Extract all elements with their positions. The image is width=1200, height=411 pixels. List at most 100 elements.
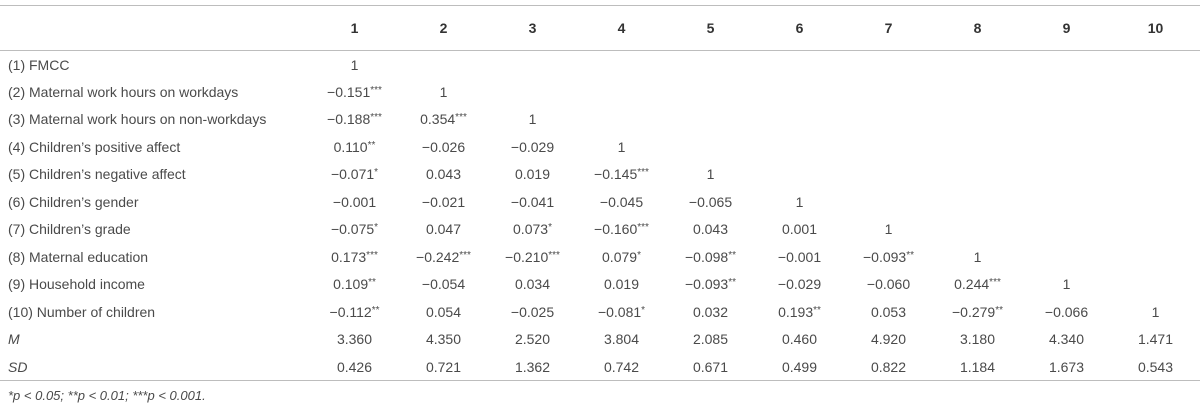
table-cell: 1 (439, 83, 448, 100)
table-row: (9) Household income 0.109** −0.054 0.034 0.… (0, 271, 1200, 299)
table-cell: −0.001 (777, 248, 822, 265)
table-cell: −0.029 (510, 138, 555, 155)
table-row: (1) FMCC 1 (0, 51, 1200, 79)
significance-stars: *** (637, 167, 649, 179)
table-cell (933, 133, 1022, 161)
table-cell: −0.151*** (327, 83, 382, 100)
table-cell: 0.047 (425, 221, 462, 238)
column-header: 8 (973, 20, 982, 36)
table-cell (933, 188, 1022, 216)
table-cell (666, 78, 755, 106)
table-cell: 4.920 (870, 331, 907, 348)
significance-stars: *** (548, 249, 560, 261)
table-cell: −0.041 (510, 193, 555, 210)
table-cell: 1 (350, 56, 359, 73)
table-cell: −0.145*** (594, 166, 649, 183)
table-cell: 4.340 (1048, 331, 1085, 348)
table-cell: −0.021 (421, 193, 466, 210)
table-cell: 0.073* (513, 221, 552, 238)
table-cell: −0.098** (684, 248, 736, 265)
table-cell: −0.081* (597, 303, 646, 320)
table-cell: 0.244*** (954, 276, 1001, 293)
column-header: 2 (439, 20, 448, 36)
table-cell: 2.085 (692, 331, 729, 348)
row-label: (9) Household income (8, 276, 145, 293)
table-cell (1022, 216, 1111, 244)
table-cell: 1 (973, 248, 982, 265)
table-cell (399, 51, 488, 79)
table-cell (488, 51, 577, 79)
row-label: (3) Maternal work hours on non-workdays (8, 111, 267, 128)
correlation-table: 1 2 3 4 5 6 7 8 9 10 (1) FMCC 1 (2) Maternal work h… (0, 5, 1200, 381)
table-row: (7) Children’s grade −0.075* 0.047 0.073* −0… (0, 216, 1200, 244)
table-cell (1022, 78, 1111, 106)
table-cell: 0.460 (781, 331, 818, 348)
table-cell (755, 78, 844, 106)
row-label: (8) Maternal education (8, 248, 149, 265)
table-cell: −0.093** (684, 276, 736, 293)
table-cell: −0.093** (862, 248, 914, 265)
footnote: *p < 0.05; **p < 0.01; ***p < 0.001. (8, 388, 206, 403)
table-cell: 0.043 (692, 221, 729, 238)
corner-cell (0, 6, 310, 51)
significance-stars: *** (455, 112, 467, 124)
table-cell: 0.426 (336, 358, 373, 375)
table-cell (844, 78, 933, 106)
table-cell: 1.673 (1048, 358, 1085, 375)
table-cell (844, 161, 933, 189)
table-cell (1111, 51, 1200, 79)
table-cell: 0.001 (781, 221, 818, 238)
column-header: 7 (884, 20, 893, 36)
table-cell: 0.043 (425, 166, 462, 183)
table-cell: 0.173*** (331, 248, 378, 265)
table-cell: −0.029 (777, 276, 822, 293)
table-cell: −0.210*** (505, 248, 560, 265)
significance-stars: *** (989, 277, 1001, 289)
table-cell: 0.499 (781, 358, 818, 375)
table-cell (1022, 133, 1111, 161)
column-header: 10 (1147, 20, 1164, 36)
table-cell: −0.054 (421, 276, 466, 293)
table-cell (1022, 106, 1111, 134)
column-header: 6 (795, 20, 804, 36)
table-cell: −0.001 (332, 193, 377, 210)
table-cell: 3.804 (603, 331, 640, 348)
table-cell: 4.350 (425, 331, 462, 348)
row-label: (6) Children’s gender (8, 193, 139, 210)
column-header: 1 (350, 20, 359, 36)
significance-stars: * (374, 222, 379, 234)
table-cell (844, 188, 933, 216)
table-cell: 0.109** (333, 276, 376, 293)
significance-stars: ** (367, 139, 376, 151)
significance-stars: ** (728, 277, 736, 289)
table-cell (755, 106, 844, 134)
table-cell: 0.054 (425, 303, 462, 320)
significance-stars: *** (459, 249, 471, 261)
table-cell: 0.354*** (420, 111, 467, 128)
significance-stars: ** (728, 249, 736, 261)
table-cell: 1 (528, 111, 537, 128)
significance-stars: * (641, 304, 646, 316)
table-cell (1022, 188, 1111, 216)
table-cell (933, 51, 1022, 79)
table-cell (933, 216, 1022, 244)
table-cell: −0.065 (688, 193, 733, 210)
table-cell: 0.822 (870, 358, 907, 375)
table-cell: 3.360 (336, 331, 373, 348)
significance-stars: * (637, 249, 641, 261)
column-header: 3 (528, 20, 537, 36)
table-body: (1) FMCC 1 (2) Maternal work hours on work… (0, 51, 1200, 381)
table-cell: −0.188*** (327, 111, 382, 128)
table-cell: 0.671 (692, 358, 729, 375)
table-cell: 0.019 (514, 166, 551, 183)
row-label: (10) Number of children (8, 303, 156, 320)
table-cell: 0.079* (602, 248, 641, 265)
table-cell: 1 (884, 221, 893, 238)
table-cell: 1 (706, 166, 715, 183)
table-cell (755, 51, 844, 79)
table-cell (666, 51, 755, 79)
row-label: (4) Children’s positive affect (8, 138, 181, 155)
row-label: M (8, 331, 20, 348)
table-cell (755, 161, 844, 189)
